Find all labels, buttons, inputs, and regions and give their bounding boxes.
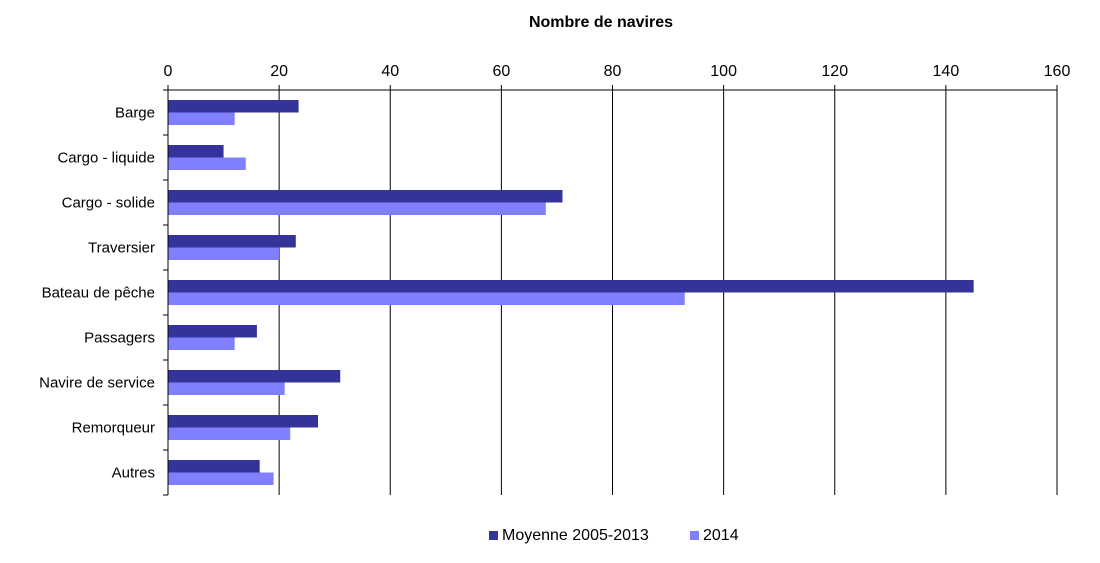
legend-label: Moyenne 2005-2013: [502, 527, 649, 544]
y-category-label: Bateau de pêche: [42, 285, 155, 302]
bar: [168, 145, 224, 158]
bars: [168, 100, 974, 485]
legend-label: 2014: [703, 527, 739, 544]
bar: [168, 280, 974, 293]
legend-swatch: [690, 531, 699, 540]
bar: [168, 100, 299, 113]
bar: [168, 112, 235, 125]
y-category-label: Navire de service: [39, 375, 155, 392]
x-tick-label: 140: [933, 63, 960, 80]
y-category-label: Cargo - liquide: [57, 150, 155, 167]
bar: [168, 190, 563, 203]
bar: [168, 472, 274, 485]
bar: [168, 427, 291, 440]
bar: [168, 235, 296, 248]
bar: [168, 157, 246, 170]
y-axis: Barge Cargo - liquide Cargo - solide Traver…: [39, 89, 169, 496]
bar: [168, 370, 341, 383]
x-tick-label: 100: [710, 63, 737, 80]
x-axis: 0 20 40 60 80 100 120 140 160: [164, 63, 1071, 91]
bar: [168, 325, 257, 338]
chart-title: Nombre de navires: [529, 14, 673, 31]
bar: [168, 460, 260, 473]
bar: [168, 382, 285, 395]
y-category-label: Autres: [112, 465, 155, 482]
bar: [168, 202, 546, 215]
x-tick-label: 20: [270, 63, 288, 80]
bar: [168, 292, 685, 305]
legend-swatch: [489, 531, 498, 540]
x-tick-label: 160: [1044, 63, 1071, 80]
y-category-label: Passagers: [84, 330, 155, 347]
x-tick-label: 120: [821, 63, 848, 80]
x-tick-label: 80: [604, 63, 622, 80]
bar: [168, 337, 235, 350]
y-category-label: Barge: [115, 105, 155, 122]
bar: [168, 415, 319, 428]
x-tick-label: 60: [492, 63, 510, 80]
y-category-label: Remorqueur: [72, 420, 155, 437]
x-tick-label: 40: [381, 63, 399, 80]
y-category-label: Traversier: [88, 240, 155, 257]
legend: Moyenne 2005-2013 2014: [489, 527, 739, 544]
bar: [168, 247, 280, 260]
x-tick-label: 0: [164, 63, 173, 80]
y-category-label: Cargo - solide: [62, 195, 155, 212]
